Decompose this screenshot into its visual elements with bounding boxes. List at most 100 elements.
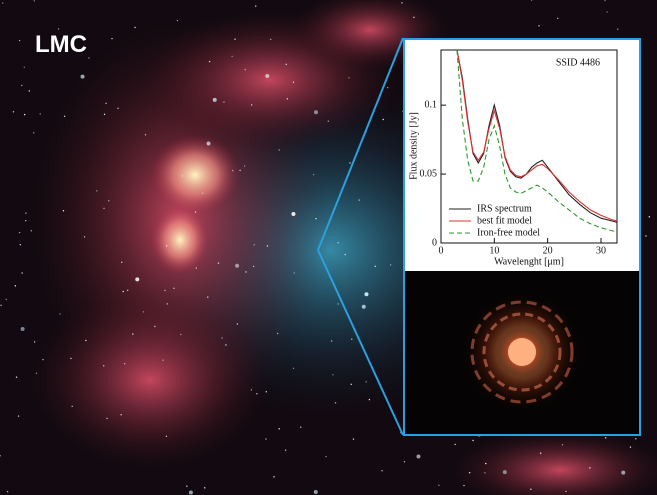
star bbox=[196, 267, 197, 268]
star bbox=[251, 104, 252, 105]
star bbox=[300, 426, 301, 427]
star bbox=[16, 376, 17, 377]
star bbox=[245, 69, 246, 70]
star bbox=[266, 391, 267, 392]
star bbox=[381, 470, 382, 471]
star bbox=[202, 193, 203, 194]
star bbox=[103, 208, 104, 209]
star bbox=[649, 216, 650, 217]
star bbox=[265, 438, 266, 439]
star bbox=[484, 472, 485, 473]
star bbox=[251, 389, 252, 390]
star bbox=[29, 90, 30, 91]
star bbox=[64, 116, 65, 117]
star bbox=[390, 264, 391, 265]
star bbox=[325, 456, 326, 457]
star bbox=[34, 341, 35, 342]
star bbox=[19, 40, 20, 41]
star bbox=[6, 299, 7, 300]
y-tick-label: 0.1 bbox=[425, 99, 438, 110]
star bbox=[39, 113, 40, 114]
star bbox=[285, 449, 286, 450]
star bbox=[231, 56, 232, 57]
star bbox=[25, 220, 26, 221]
star bbox=[173, 288, 174, 289]
star bbox=[645, 235, 646, 236]
star bbox=[33, 132, 34, 133]
star bbox=[204, 487, 205, 488]
star bbox=[455, 444, 456, 445]
page: LMC SSID 4486 Wavelenght [μm] Flux densi… bbox=[0, 0, 657, 495]
legend-label: Iron-free model bbox=[477, 227, 540, 238]
y-tick-label: 0.05 bbox=[420, 168, 438, 179]
star bbox=[278, 428, 279, 429]
star bbox=[88, 57, 89, 58]
star bbox=[404, 461, 405, 462]
star bbox=[635, 438, 636, 439]
star bbox=[134, 27, 135, 28]
star bbox=[315, 218, 316, 219]
star bbox=[167, 303, 168, 304]
star bbox=[353, 438, 354, 439]
star bbox=[365, 381, 366, 382]
legend-label: best fit model bbox=[477, 215, 532, 226]
star bbox=[177, 20, 178, 21]
star bbox=[21, 327, 25, 331]
star bbox=[31, 230, 32, 231]
star bbox=[485, 463, 486, 464]
star bbox=[335, 402, 336, 403]
star bbox=[245, 271, 246, 272]
star bbox=[348, 77, 349, 78]
star bbox=[124, 363, 125, 364]
star bbox=[81, 75, 85, 79]
star bbox=[328, 120, 329, 121]
star bbox=[104, 114, 105, 115]
star bbox=[369, 399, 370, 400]
star bbox=[127, 290, 128, 291]
x-tick-label: 0 bbox=[439, 245, 444, 256]
star bbox=[314, 110, 318, 114]
star bbox=[349, 162, 350, 163]
star bbox=[562, 444, 563, 445]
star bbox=[58, 28, 59, 29]
star bbox=[469, 472, 470, 473]
star bbox=[70, 358, 71, 359]
star bbox=[21, 272, 22, 273]
star bbox=[24, 114, 25, 115]
star bbox=[25, 212, 26, 213]
x-tick-label: 30 bbox=[596, 245, 606, 256]
star bbox=[2, 2, 3, 3]
star bbox=[120, 414, 121, 415]
star bbox=[13, 111, 14, 112]
star bbox=[337, 242, 338, 243]
star bbox=[221, 337, 222, 338]
star bbox=[267, 245, 268, 246]
star bbox=[401, 2, 402, 3]
star bbox=[254, 244, 255, 245]
star bbox=[209, 61, 210, 62]
star bbox=[265, 74, 269, 78]
star bbox=[255, 5, 256, 6]
star bbox=[557, 18, 558, 19]
star bbox=[186, 485, 187, 486]
star bbox=[36, 373, 37, 374]
star bbox=[463, 485, 464, 486]
star bbox=[122, 291, 123, 292]
star bbox=[195, 211, 196, 212]
star bbox=[225, 344, 226, 345]
star bbox=[253, 266, 254, 267]
star bbox=[24, 67, 25, 68]
star bbox=[166, 436, 167, 437]
star bbox=[331, 340, 332, 341]
star bbox=[362, 305, 366, 309]
star bbox=[121, 262, 122, 263]
star bbox=[85, 340, 86, 341]
star bbox=[103, 365, 104, 366]
star bbox=[34, 0, 35, 1]
star bbox=[383, 119, 384, 120]
star bbox=[244, 165, 245, 166]
star bbox=[332, 374, 333, 375]
star bbox=[213, 98, 217, 102]
star bbox=[218, 262, 219, 263]
star bbox=[565, 491, 566, 492]
